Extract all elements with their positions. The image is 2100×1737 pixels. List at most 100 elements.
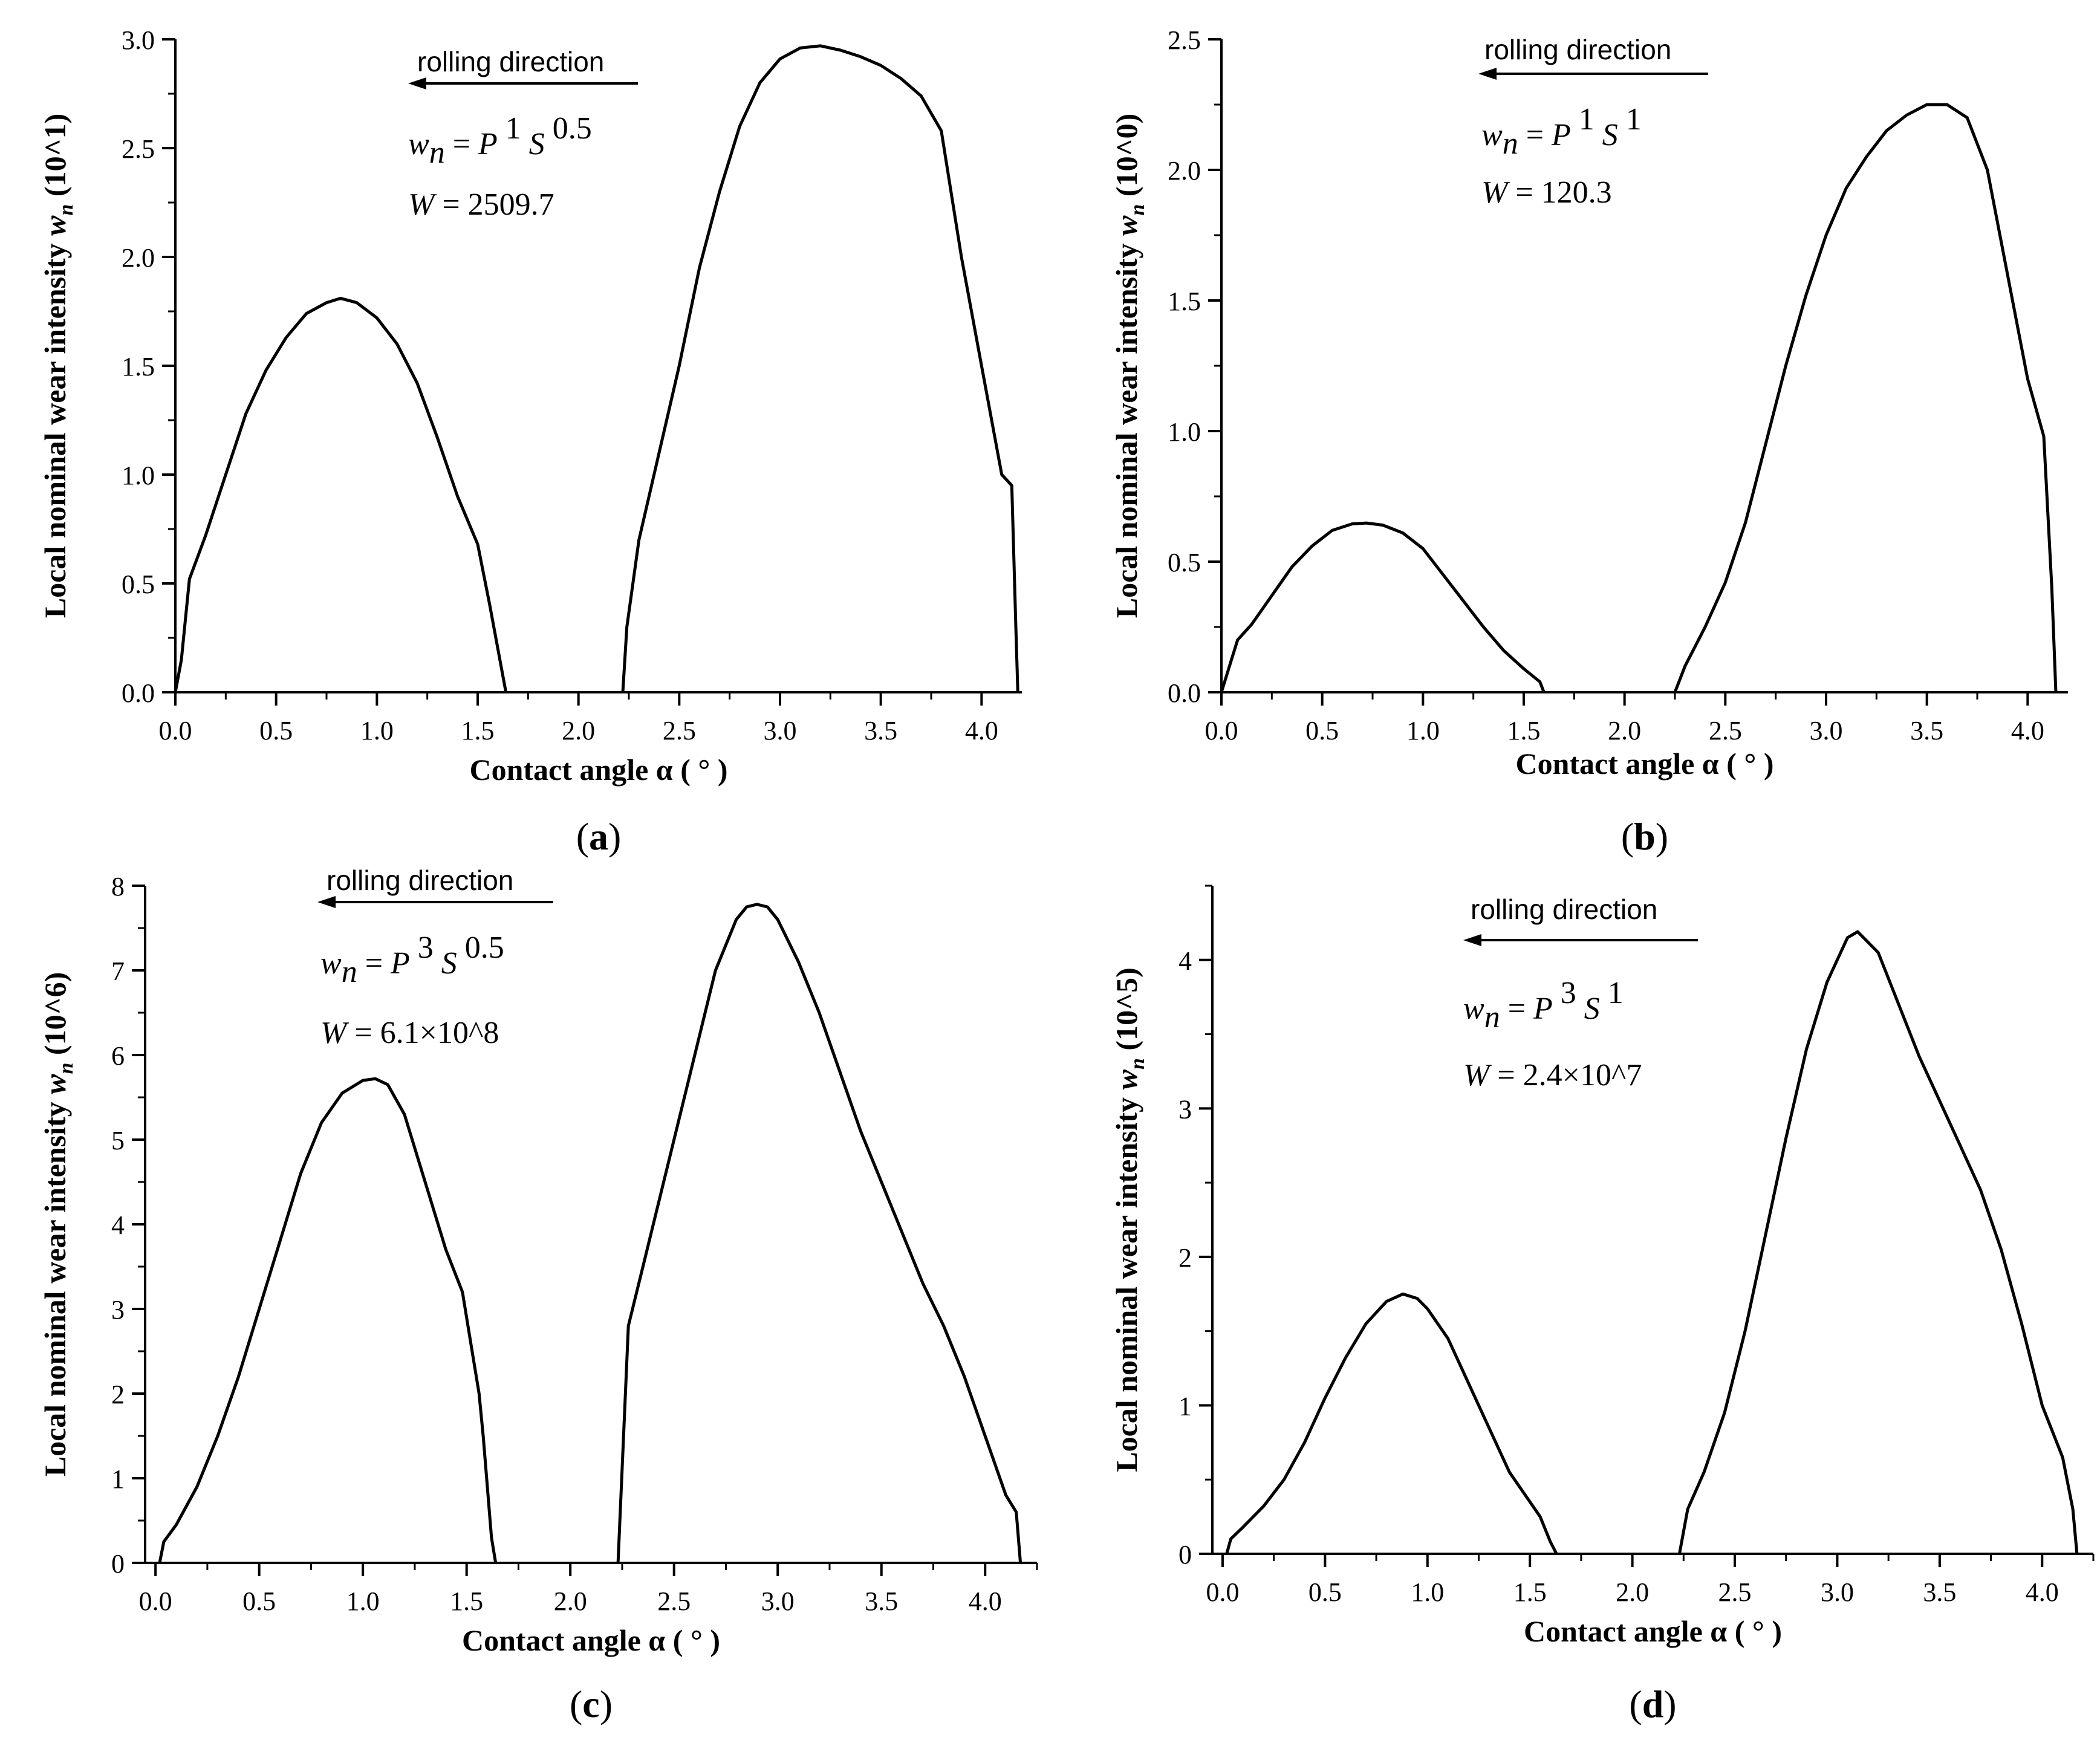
x-tick-label: 1.5 bbox=[461, 716, 495, 745]
rolling-direction-label: rolling direction bbox=[327, 865, 513, 896]
y-tick-label: 0.0 bbox=[122, 678, 155, 708]
y-tick-label: 4 bbox=[1178, 946, 1192, 976]
x-tick-label: 3.0 bbox=[764, 716, 797, 745]
formula-S-exponent: 0.5 bbox=[457, 930, 504, 965]
series-line-segment-2 bbox=[621, 44, 1019, 693]
y-tick-label: 2.0 bbox=[122, 243, 155, 273]
x-tick-label: 0.5 bbox=[1308, 1577, 1342, 1607]
total-wear-value: = 2509.7 bbox=[434, 187, 554, 222]
x-tick-label: 4.0 bbox=[969, 1586, 1002, 1616]
y-title-symbol: w bbox=[1110, 215, 1143, 236]
x-tick-label: 1.0 bbox=[360, 716, 394, 745]
y-title-symbol: w bbox=[38, 1074, 72, 1094]
total-wear-label: W = 2509.7 bbox=[408, 187, 554, 222]
y-tick-label: 2.5 bbox=[122, 134, 155, 164]
total-wear-symbol: W bbox=[1463, 1058, 1492, 1093]
wear-formula: wn = P 1 S 1 bbox=[1481, 102, 1642, 161]
x-axis-title: Contact angle α ( ° ) bbox=[1524, 1614, 1782, 1648]
total-wear-label: W = 120.3 bbox=[1481, 175, 1612, 210]
caption-open-paren: ( bbox=[1621, 815, 1634, 858]
formula-equals: = bbox=[445, 127, 478, 161]
formula-S: S bbox=[1576, 992, 1600, 1026]
formula-S-exponent: 0.5 bbox=[545, 111, 592, 146]
x-tick-label: 1.0 bbox=[1411, 1577, 1444, 1607]
panel-d: 0.0 0.5 1.0 1.5 2.0 2.5 3.0 3.5 4.0 0 1 2 3 4 Contact … bbox=[1110, 885, 2095, 1726]
rolling-direction-arrow-head bbox=[1463, 934, 1481, 946]
formula-subscript-n: n bbox=[1503, 126, 1518, 161]
y-title-main: Local nominal wear intensity bbox=[38, 1094, 72, 1476]
y-axis-title: Local nominal wear intensity wn (10^0) bbox=[1110, 114, 1149, 619]
caption-close-paren: ) bbox=[608, 815, 621, 858]
x-tick-label: 1.0 bbox=[1406, 716, 1440, 745]
y-tick-label: 0.5 bbox=[122, 570, 155, 599]
total-wear-symbol: W bbox=[320, 1016, 349, 1050]
x-tick-label: 0.5 bbox=[242, 1586, 276, 1616]
wear-formula: wn = P 3 S 0.5 bbox=[320, 930, 504, 989]
y-title-scale: (10^5) bbox=[1110, 967, 1143, 1058]
rolling-direction-arrow-head bbox=[1478, 68, 1497, 80]
caption-open-paren: ( bbox=[576, 815, 589, 858]
caption-close-paren: ) bbox=[1656, 815, 1668, 858]
x-tick-label: 2.5 bbox=[663, 716, 696, 745]
formula-S: S bbox=[521, 127, 545, 161]
total-wear-label: W = 6.1×10^8 bbox=[320, 1016, 499, 1050]
x-tick-label: 2.0 bbox=[1608, 716, 1641, 745]
caption-open-paren: ( bbox=[570, 1683, 582, 1726]
y-title-scale: (10^6) bbox=[38, 972, 72, 1063]
x-tick-label: 0.5 bbox=[1305, 716, 1339, 745]
x-tick-label: 3.5 bbox=[865, 1586, 898, 1616]
y-axis-title: Local nominal wear intensity wn (10^1) bbox=[38, 114, 77, 619]
series-line-segment-1 bbox=[1220, 521, 1546, 693]
x-tick-label: 3.0 bbox=[1810, 716, 1843, 745]
y-axis-title: Local nominal wear intensity wn (10^5) bbox=[1110, 967, 1149, 1472]
y-tick-label: 0 bbox=[111, 1549, 125, 1579]
y-tick-label: 3 bbox=[1178, 1094, 1192, 1124]
x-tick-label: 2.5 bbox=[657, 1586, 691, 1616]
x-tick-label: 2.0 bbox=[1616, 1577, 1649, 1607]
x-tick-label: 1.5 bbox=[1507, 716, 1541, 745]
y-axis-title: Local nominal wear intensity wn (10^6) bbox=[38, 972, 77, 1477]
series-line-segment-1 bbox=[174, 296, 508, 693]
x-tick-label: 0.0 bbox=[159, 716, 192, 745]
x-tick-label: 1.5 bbox=[450, 1586, 483, 1616]
y-title-subscript: n bbox=[55, 204, 77, 216]
x-axis-title: Contact angle α ( ° ) bbox=[1515, 747, 1773, 781]
formula-P: P bbox=[390, 946, 410, 981]
formula-equals: = bbox=[357, 946, 391, 981]
formula-P-exponent: 1 bbox=[1571, 102, 1595, 137]
x-tick-label: 0.0 bbox=[1206, 1577, 1239, 1607]
panel-caption: (a) bbox=[576, 815, 622, 858]
y-title-scale: (10^1) bbox=[38, 114, 72, 204]
rolling-direction-arrow-head bbox=[317, 896, 336, 908]
y-title-subscript: n bbox=[1126, 1058, 1149, 1070]
y-tick-label: 0.5 bbox=[1168, 548, 1201, 577]
y-tick-label: 2.5 bbox=[1168, 25, 1201, 55]
x-axis-title: Contact angle α ( ° ) bbox=[462, 1623, 720, 1657]
formula-S-exponent: 1 bbox=[1618, 102, 1642, 137]
x-tick-label: 4.0 bbox=[2026, 1577, 2059, 1607]
formula-S: S bbox=[434, 946, 457, 981]
y-tick-label: 5 bbox=[111, 1126, 125, 1155]
series-line-segment-2 bbox=[616, 903, 1022, 1563]
x-tick-label: 2.0 bbox=[554, 1586, 587, 1616]
y-title-subscript: n bbox=[55, 1063, 77, 1074]
formula-w: w bbox=[320, 946, 342, 981]
x-tick-label: 3.0 bbox=[761, 1586, 795, 1616]
formula-P: P bbox=[478, 127, 498, 161]
y-tick-label: 2 bbox=[1178, 1243, 1192, 1273]
panel-caption: (b) bbox=[1621, 815, 1668, 858]
y-tick-label: 1 bbox=[111, 1464, 125, 1494]
y-title-symbol: w bbox=[1110, 1069, 1143, 1089]
x-tick-label: 4.0 bbox=[965, 716, 998, 745]
formula-subscript-n: n bbox=[429, 135, 445, 170]
formula-S-exponent: 1 bbox=[1600, 976, 1624, 1010]
x-tick-label: 0.0 bbox=[1205, 716, 1238, 745]
series-line-segment-2 bbox=[1673, 103, 2058, 693]
formula-P-exponent: 3 bbox=[1553, 976, 1576, 1010]
y-title-main: Local nominal wear intensity bbox=[38, 236, 72, 618]
y-title-symbol: w bbox=[38, 215, 72, 236]
y-tick-label: 2 bbox=[111, 1380, 125, 1409]
total-wear-symbol: W bbox=[1481, 175, 1510, 210]
rolling-direction-label: rolling direction bbox=[1484, 34, 1671, 65]
caption-open-paren: ( bbox=[1629, 1683, 1642, 1726]
